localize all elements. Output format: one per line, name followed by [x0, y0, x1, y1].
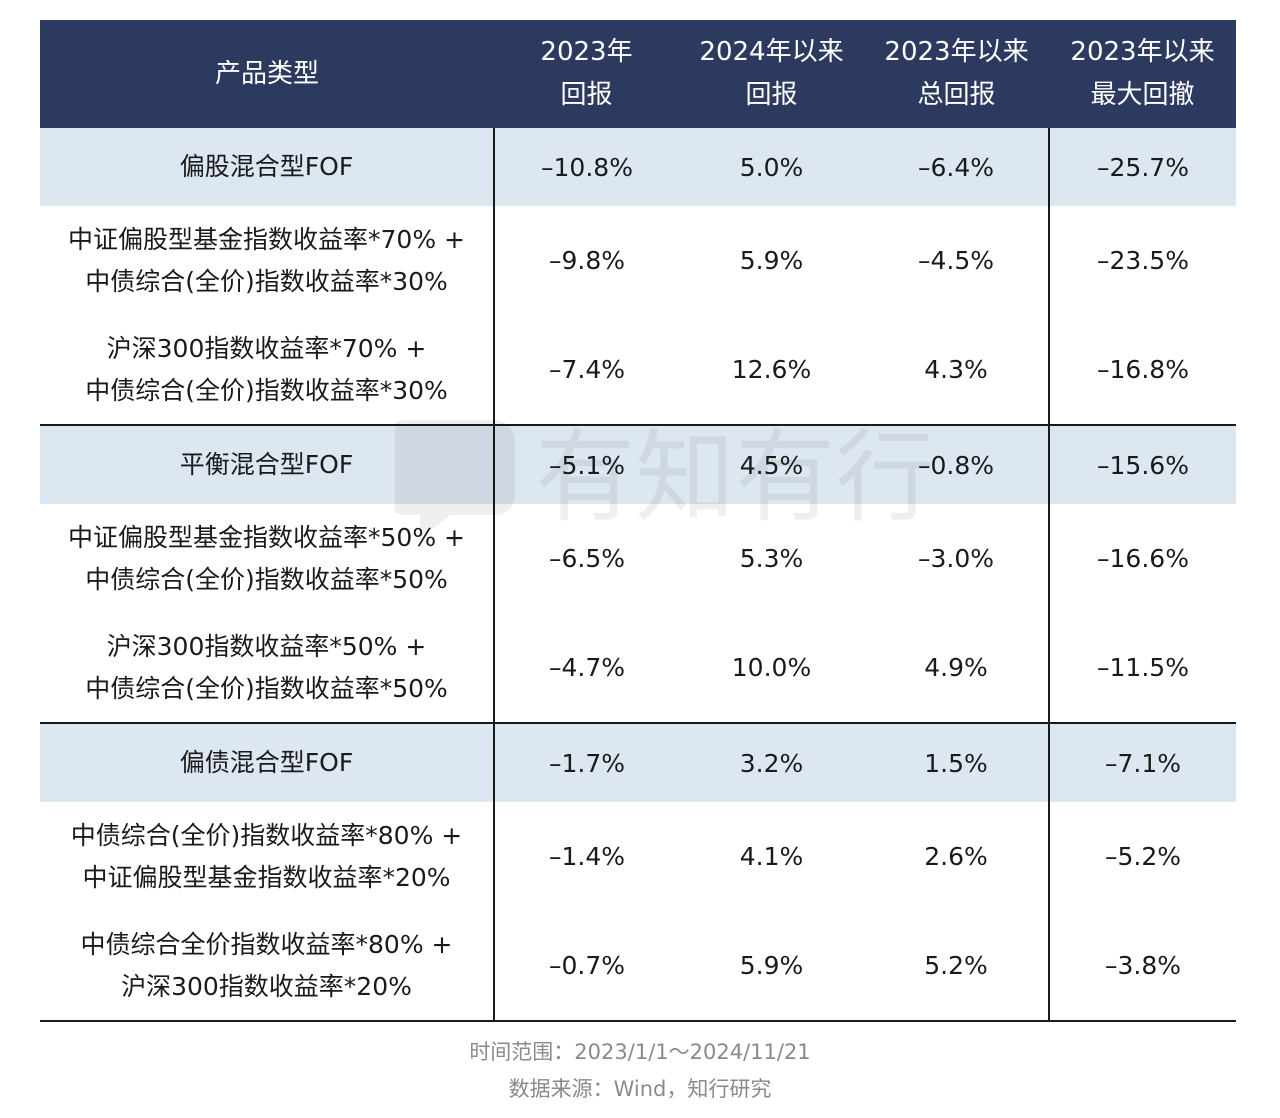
header-total-return: 2023年以来 总回报	[864, 20, 1049, 128]
table-row: 沪深300指数收益率*70% + 中债综合(全价)指数收益率*30% –7.4% …	[40, 315, 1236, 426]
cell-max-drawdown: –3.8%	[1049, 911, 1236, 1022]
cell-total-return: –0.8%	[864, 425, 1050, 504]
header-2023-return: 2023年 回报	[494, 20, 679, 128]
cell-2023-return: –1.7%	[494, 723, 679, 802]
row-name: 沪深300指数收益率*70% + 中债综合(全价)指数收益率*30%	[40, 315, 495, 426]
cell-2023-return: –10.8%	[494, 128, 679, 206]
cell-max-drawdown: –15.6%	[1049, 425, 1236, 504]
cell-total-return: –3.0%	[864, 504, 1050, 613]
cell-max-drawdown: –25.7%	[1049, 128, 1236, 206]
returns-table-container: 产品类型 2023年 回报 2024年以来 回报 2023年以来 总回报 2023年以…	[40, 20, 1236, 1022]
table-row: 中证偏股型基金指数收益率*50% + 中债综合(全价)指数收益率*50% –6.5…	[40, 504, 1236, 613]
cell-max-drawdown: –11.5%	[1049, 613, 1236, 724]
header-max-drawdown: 2023年以来 最大回撤	[1049, 20, 1236, 128]
cell-2023-return: –0.7%	[494, 911, 679, 1022]
row-name: 中证偏股型基金指数收益率*70% + 中债综合(全价)指数收益率*30%	[40, 206, 495, 315]
cell-2023-return: –5.1%	[494, 425, 679, 504]
header-2024-ytd-return: 2024年以来 回报	[679, 20, 864, 128]
row-name: 偏股混合型FOF	[40, 128, 495, 206]
row-name: 沪深300指数收益率*50% + 中债综合(全价)指数收益率*50%	[40, 613, 495, 724]
cell-max-drawdown: –16.8%	[1049, 315, 1236, 426]
table-row: 沪深300指数收益率*50% + 中债综合(全价)指数收益率*50% –4.7% …	[40, 613, 1236, 724]
cell-total-return: 2.6%	[864, 802, 1050, 911]
cell-max-drawdown: –23.5%	[1049, 206, 1236, 315]
cell-2023-return: –9.8%	[494, 206, 679, 315]
cell-total-return: –6.4%	[864, 128, 1050, 206]
cell-2024-ytd-return: 5.9%	[679, 206, 864, 315]
cell-total-return: –4.5%	[864, 206, 1050, 315]
cell-2023-return: –7.4%	[494, 315, 679, 426]
cell-2024-ytd-return: 5.3%	[679, 504, 864, 613]
cell-2023-return: –6.5%	[494, 504, 679, 613]
table-row: 中债综合全价指数收益率*80% + 沪深300指数收益率*20% –0.7% 5.…	[40, 911, 1236, 1022]
row-name: 平衡混合型FOF	[40, 425, 495, 504]
cell-total-return: 4.9%	[864, 613, 1050, 724]
header-product-type: 产品类型	[40, 20, 494, 128]
table-row: 中债综合(全价)指数收益率*80% + 中证偏股型基金指数收益率*20% –1.4…	[40, 802, 1236, 911]
cell-2024-ytd-return: 12.6%	[679, 315, 864, 426]
cell-max-drawdown: –16.6%	[1049, 504, 1236, 613]
cell-max-drawdown: –5.2%	[1049, 802, 1236, 911]
table-header-row: 产品类型 2023年 回报 2024年以来 回报 2023年以来 总回报 2023年以…	[40, 20, 1236, 128]
footer-data-source: 数据来源：Wind，知行研究	[508, 1077, 772, 1101]
row-name: 偏债混合型FOF	[40, 723, 495, 802]
row-name: 中证偏股型基金指数收益率*50% + 中债综合(全价)指数收益率*50%	[40, 504, 495, 613]
cell-2024-ytd-return: 3.2%	[679, 723, 864, 802]
returns-table: 产品类型 2023年 回报 2024年以来 回报 2023年以来 总回报 2023年以…	[40, 20, 1236, 1022]
cell-2023-return: –4.7%	[494, 613, 679, 724]
table-row: 平衡混合型FOF –5.1% 4.5% –0.8% –15.6%	[40, 425, 1236, 504]
footer-time-range: 时间范围：2023/1/1～2024/11/21	[469, 1040, 811, 1064]
table-row: 偏股混合型FOF –10.8% 5.0% –6.4% –25.7%	[40, 128, 1236, 206]
row-name: 中债综合全价指数收益率*80% + 沪深300指数收益率*20%	[40, 911, 495, 1022]
cell-2024-ytd-return: 4.1%	[679, 802, 864, 911]
cell-total-return: 1.5%	[864, 723, 1050, 802]
cell-total-return: 5.2%	[864, 911, 1050, 1022]
table-row: 偏债混合型FOF –1.7% 3.2% 1.5% –7.1%	[40, 723, 1236, 802]
row-name: 中债综合(全价)指数收益率*80% + 中证偏股型基金指数收益率*20%	[40, 802, 495, 911]
cell-2023-return: –1.4%	[494, 802, 679, 911]
cell-2024-ytd-return: 5.0%	[679, 128, 864, 206]
table-row: 中证偏股型基金指数收益率*70% + 中债综合(全价)指数收益率*30% –9.8…	[40, 206, 1236, 315]
cell-2024-ytd-return: 4.5%	[679, 425, 864, 504]
cell-max-drawdown: –7.1%	[1049, 723, 1236, 802]
cell-2024-ytd-return: 5.9%	[679, 911, 864, 1022]
cell-2024-ytd-return: 10.0%	[679, 613, 864, 724]
cell-total-return: 4.3%	[864, 315, 1050, 426]
